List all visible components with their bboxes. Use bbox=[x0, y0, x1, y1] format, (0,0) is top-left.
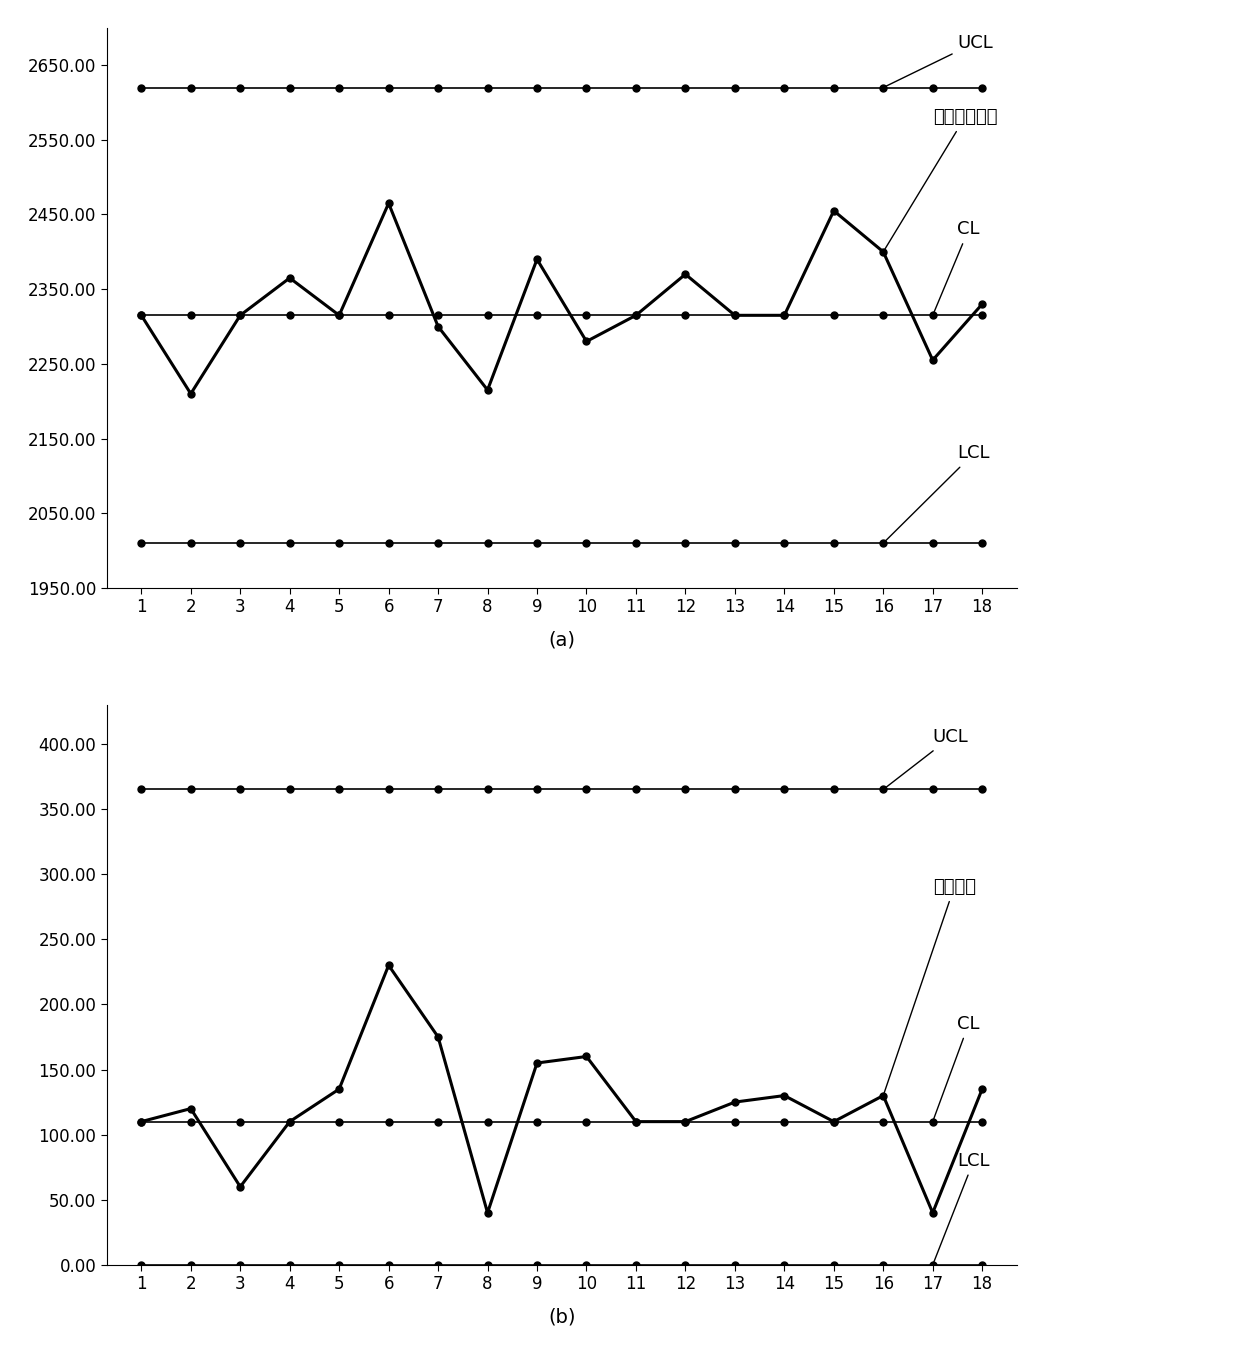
X-axis label: (a): (a) bbox=[548, 630, 575, 649]
Text: UCL: UCL bbox=[885, 728, 968, 788]
Text: UCL: UCL bbox=[885, 34, 993, 87]
Text: LCL: LCL bbox=[885, 444, 990, 542]
Text: LCL: LCL bbox=[934, 1152, 990, 1262]
Text: CL: CL bbox=[934, 221, 980, 313]
X-axis label: (b): (b) bbox=[548, 1307, 575, 1326]
Text: 移动极差: 移动极差 bbox=[884, 879, 976, 1093]
Text: 车辆能耗数据: 车辆能耗数据 bbox=[884, 108, 997, 249]
Text: CL: CL bbox=[934, 1016, 980, 1118]
